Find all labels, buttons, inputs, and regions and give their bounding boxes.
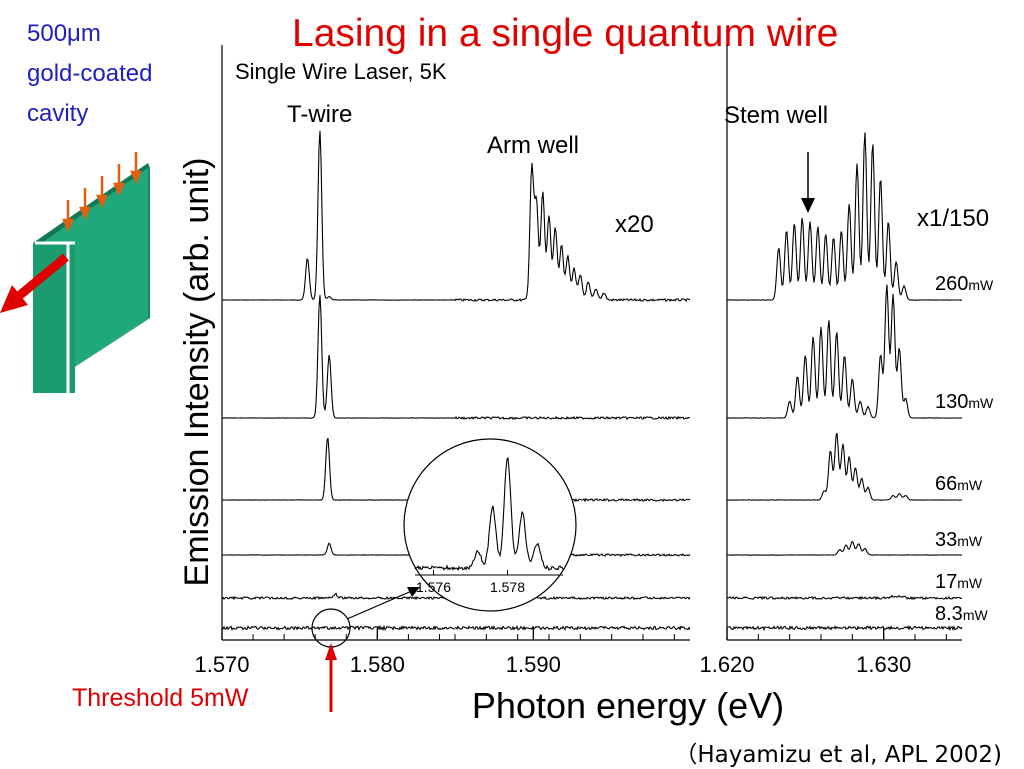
spectrum-trace-130mW-panel-2	[454, 415, 691, 421]
cavity-illustration	[0, 152, 150, 393]
spectrum-trace-260mW-panel-1	[222, 130, 455, 301]
zoom-pointer-arrow	[346, 587, 420, 620]
inset-tick-label: 1.576	[416, 579, 451, 595]
stem-well-arrow	[801, 152, 815, 213]
spectrum-trace-8.3mW-panel-1	[221, 624, 456, 632]
pump-arrows	[62, 152, 142, 233]
power-label: 66mW	[935, 473, 983, 495]
pump-arrow-head	[130, 170, 142, 185]
x-tick-label: 1.570	[194, 652, 249, 677]
spectrum-trace-17mW-panel-3	[726, 594, 963, 601]
x-tick-label: 1.630	[856, 652, 911, 677]
spectrum-trace-260mW-panel-2	[454, 162, 691, 303]
chart-axes	[221, 45, 962, 641]
pump-arrow-head	[79, 206, 91, 221]
inset-plot: 1.576 1.578	[414, 456, 564, 595]
x-axis-label: Photon energy (eV)	[472, 685, 784, 726]
spectrum-trace-130mW-panel-1	[221, 295, 455, 419]
annotation-arm-well: Arm well	[487, 132, 579, 159]
annotation-t-wire: T-wire	[287, 101, 352, 128]
x-tick-label: 1.580	[350, 652, 405, 677]
power-label: 260mW	[935, 273, 994, 295]
inset-trace	[414, 456, 564, 572]
citation: （Hayamizu et al, APL 2002)	[674, 742, 1002, 768]
spectrum-trace-130mW-panel-3	[726, 284, 963, 419]
slide-title: Lasing in a single quantum wire	[292, 12, 839, 55]
x-tick-label: 1.590	[506, 652, 561, 677]
x-tick-label: 1.620	[699, 652, 754, 677]
spectrum-trace-33mW-panel-3	[727, 540, 962, 556]
pump-arrow-head	[96, 194, 108, 209]
side-text-line-2: gold-coated	[27, 60, 153, 87]
side-text-line-1: 500μm	[27, 20, 101, 47]
power-label: 33mW	[935, 529, 983, 551]
spectrum-trace-260mW-panel-3	[726, 132, 963, 301]
tick-labels: 1.570 1.580 1.590 1.620 1.630	[194, 652, 911, 677]
pump-arrow-head	[62, 218, 74, 233]
spectrum-trace-66mW-panel-3	[726, 432, 963, 501]
annotation-stem-well: Stem well	[724, 102, 828, 129]
threshold-label: Threshold 5mW	[72, 684, 249, 712]
power-labels: 260mW 130mW 66mW 33mW 17mW 8.3mW	[935, 273, 994, 625]
inset-tick-label: 1.578	[490, 579, 525, 595]
annotation-scale-x20: x20	[615, 211, 654, 238]
chart-title: Single Wire Laser, 5K	[235, 59, 447, 84]
side-text-line-3: cavity	[27, 100, 89, 127]
laser-output-arrow	[0, 253, 69, 313]
threshold-arrow	[325, 643, 337, 712]
power-label: 130mW	[935, 391, 994, 413]
spectrum-trace-8.3mW-panel-2	[454, 625, 691, 631]
annotation-scale-x1-150: x1/150	[917, 205, 989, 232]
spectrum-trace-17mW-panel-1	[221, 592, 456, 601]
power-label: 17mW	[935, 571, 983, 593]
spectra-traces	[221, 130, 963, 632]
spectrum-trace-8.3mW-panel-3	[726, 625, 963, 632]
power-label: 8.3mW	[935, 603, 988, 625]
pump-arrow-head	[113, 182, 125, 197]
y-axis-label: Emission Intensity (arb. unit)	[178, 158, 216, 587]
